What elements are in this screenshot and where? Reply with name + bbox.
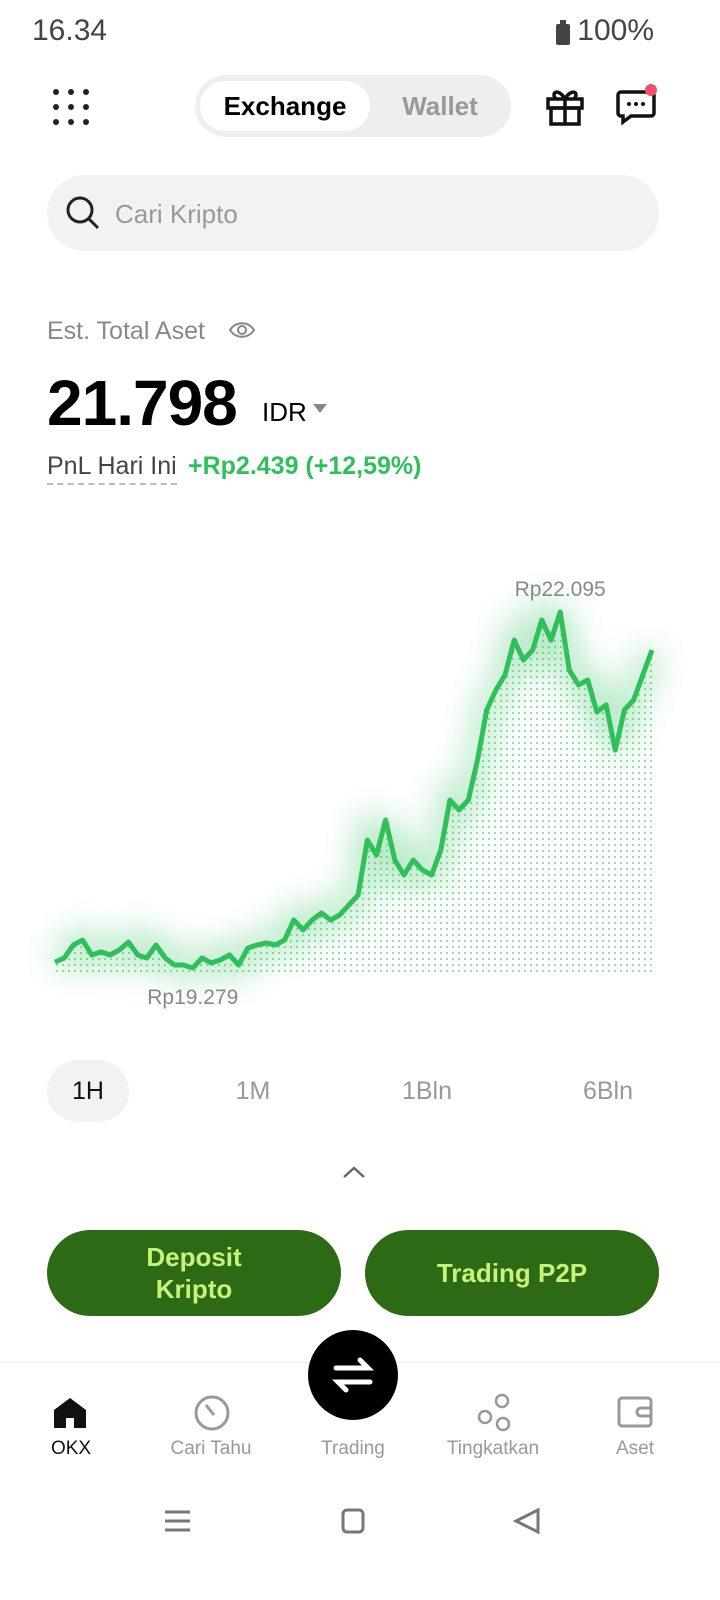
status-time: 16.34 xyxy=(32,14,108,47)
nav-trade-button[interactable] xyxy=(308,1330,398,1420)
nav-home-icon xyxy=(54,1398,86,1428)
chart-line xyxy=(53,609,655,971)
nav-label[interactable]: Trading xyxy=(321,1438,385,1459)
tab-exchange[interactable]: Exchange xyxy=(200,81,370,131)
nav-label[interactable]: Aset xyxy=(615,1438,655,1459)
tab-switch: Exchange Wallet xyxy=(195,75,511,137)
nav-label[interactable]: Cari Tahu xyxy=(170,1438,252,1459)
battery-icon xyxy=(556,20,570,45)
balance-chart: Rp22.095 Rp19.279 xyxy=(50,578,664,1009)
message-icon[interactable] xyxy=(615,82,661,128)
balance-currency[interactable]: IDR xyxy=(262,397,307,427)
pnl-label: PnL Hari Ini xyxy=(47,452,177,485)
nav-label[interactable]: OKX xyxy=(50,1438,92,1459)
eye-icon[interactable] xyxy=(228,319,256,341)
max-label: Rp22.095 xyxy=(515,578,606,601)
nav-wallet-icon xyxy=(617,1396,653,1428)
range-tab[interactable]: 1H xyxy=(47,1060,129,1122)
p2p-button[interactable]: Trading P2P xyxy=(365,1230,659,1316)
range-tab[interactable]: 6Bln xyxy=(582,1077,634,1105)
pnl-value: +Rp2.439 (+12,59%) xyxy=(188,452,422,480)
search-icon xyxy=(66,196,100,230)
collapse-icon[interactable] xyxy=(342,1165,366,1179)
dropdown-icon xyxy=(313,404,327,413)
tab-wallet[interactable]: Wallet xyxy=(402,91,478,121)
nav-upgrade-icon xyxy=(477,1393,511,1432)
balance-amount: 21.798 xyxy=(47,367,238,439)
nav-label[interactable]: Tingkatkan xyxy=(446,1438,540,1459)
range-tab[interactable]: 1Bln xyxy=(401,1077,453,1105)
nav-learn-icon xyxy=(194,1395,230,1431)
min-label: Rp19.279 xyxy=(147,986,238,1009)
range-tab[interactable]: 1M xyxy=(235,1077,271,1105)
search-placeholder: Cari Kripto xyxy=(115,199,238,229)
battery-level: 100% xyxy=(577,14,654,47)
menu-icon[interactable] xyxy=(52,88,90,126)
deposit-button[interactable]: Deposit Kripto xyxy=(47,1230,341,1316)
system-nav xyxy=(165,1507,540,1535)
gift-icon[interactable] xyxy=(545,86,585,126)
balance-label: Est. Total Aset xyxy=(47,317,205,345)
search-bar[interactable]: Cari Kripto xyxy=(47,175,659,251)
